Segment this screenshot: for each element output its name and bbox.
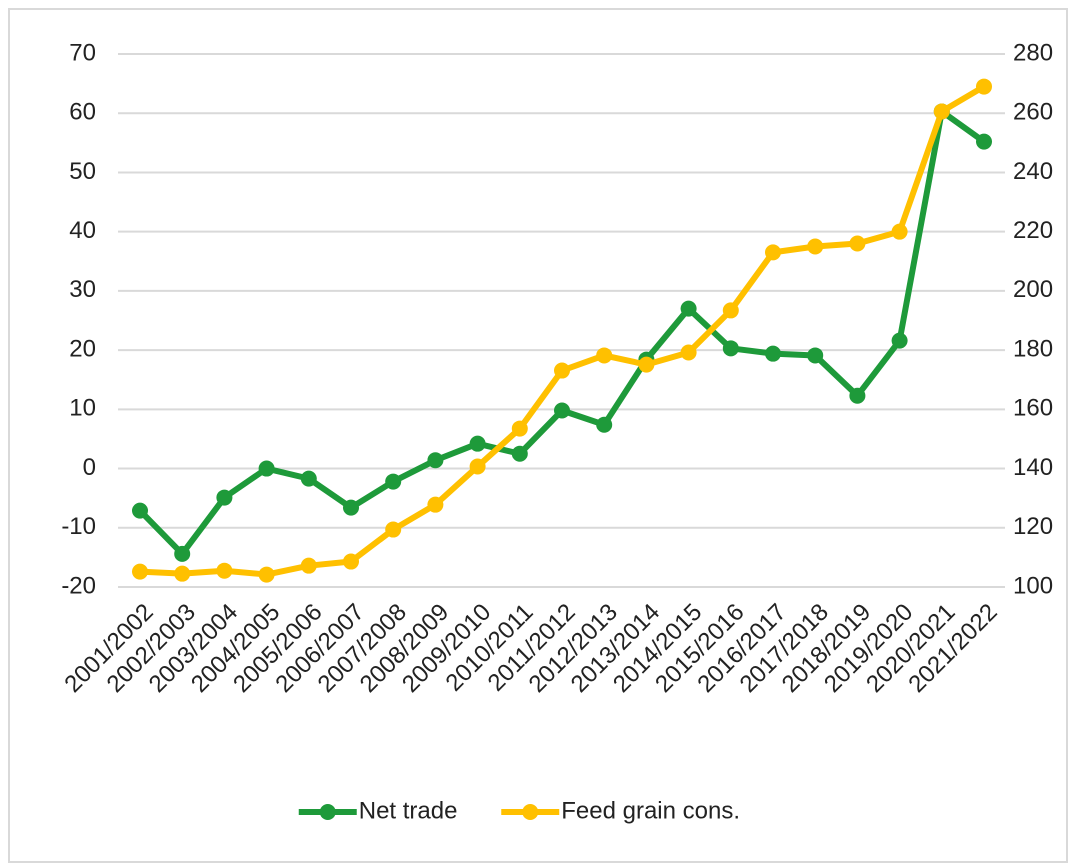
series-marker xyxy=(469,458,486,475)
series-marker xyxy=(258,460,275,477)
series-marker xyxy=(300,470,317,487)
series-marker xyxy=(300,557,317,574)
chart-frame xyxy=(8,8,1068,863)
y-tick-label: 20 xyxy=(69,335,96,362)
y-tick-label: 40 xyxy=(69,217,96,244)
legend-marker xyxy=(319,804,336,820)
series-marker xyxy=(554,402,570,419)
series-marker xyxy=(216,562,233,579)
y2-tick-label: 200 xyxy=(1013,276,1053,303)
series-marker xyxy=(511,420,528,437)
legend-label: Net trade xyxy=(359,797,458,824)
y-tick-label: 10 xyxy=(69,395,96,422)
series-marker xyxy=(849,387,866,404)
series-marker xyxy=(385,521,402,538)
series-marker xyxy=(258,566,275,583)
series-marker xyxy=(216,489,233,506)
series-marker xyxy=(385,473,402,490)
series-marker xyxy=(891,332,908,349)
y-tick-label: 50 xyxy=(69,158,96,185)
series-marker xyxy=(722,340,739,357)
series-marker xyxy=(680,344,697,361)
y2-tick-label: 140 xyxy=(1013,454,1053,481)
y2-tick-label: 160 xyxy=(1013,395,1053,422)
series-marker xyxy=(427,452,444,469)
series-marker xyxy=(554,362,570,379)
y2-tick-label: 280 xyxy=(1013,39,1053,66)
series-marker xyxy=(722,302,739,319)
y-tick-label: 30 xyxy=(69,276,96,303)
series-marker xyxy=(976,78,992,95)
series-marker xyxy=(849,235,866,252)
y-tick-label: 0 xyxy=(83,454,96,481)
series-marker xyxy=(427,496,444,513)
y2-tick-label: 220 xyxy=(1013,217,1053,244)
series-marker xyxy=(765,244,781,261)
series-marker xyxy=(765,345,781,362)
series-marker xyxy=(638,356,655,373)
series-marker xyxy=(807,347,824,364)
y-tick-label: 60 xyxy=(69,99,96,126)
series-marker xyxy=(343,553,359,570)
series-line xyxy=(137,108,986,557)
y2-tick-label: 180 xyxy=(1013,335,1053,362)
series-marker xyxy=(174,565,191,582)
y2-tick-label: 240 xyxy=(1013,158,1053,185)
series-marker xyxy=(976,133,992,150)
series-marker xyxy=(132,563,148,580)
series-marker xyxy=(469,435,486,452)
series-marker xyxy=(174,545,191,562)
series-line xyxy=(139,83,986,578)
y2-tick-label: 120 xyxy=(1013,513,1053,540)
y-tick-label: -20 xyxy=(61,572,96,599)
y2-tick-label: 260 xyxy=(1013,99,1053,126)
series-marker xyxy=(596,416,613,433)
series-marker xyxy=(132,502,148,519)
legend-marker xyxy=(522,804,539,820)
y-tick-label: -10 xyxy=(61,513,96,540)
series-marker xyxy=(933,103,950,120)
legend-label: Feed grain cons. xyxy=(561,797,740,824)
y-tick-label: 70 xyxy=(69,39,96,66)
series-marker xyxy=(511,445,528,462)
y2-tick-label: 100 xyxy=(1013,572,1053,599)
series-marker xyxy=(596,347,613,364)
series-marker xyxy=(680,300,697,317)
series-marker xyxy=(891,223,908,240)
series-marker xyxy=(807,238,824,255)
series-marker xyxy=(343,499,359,516)
